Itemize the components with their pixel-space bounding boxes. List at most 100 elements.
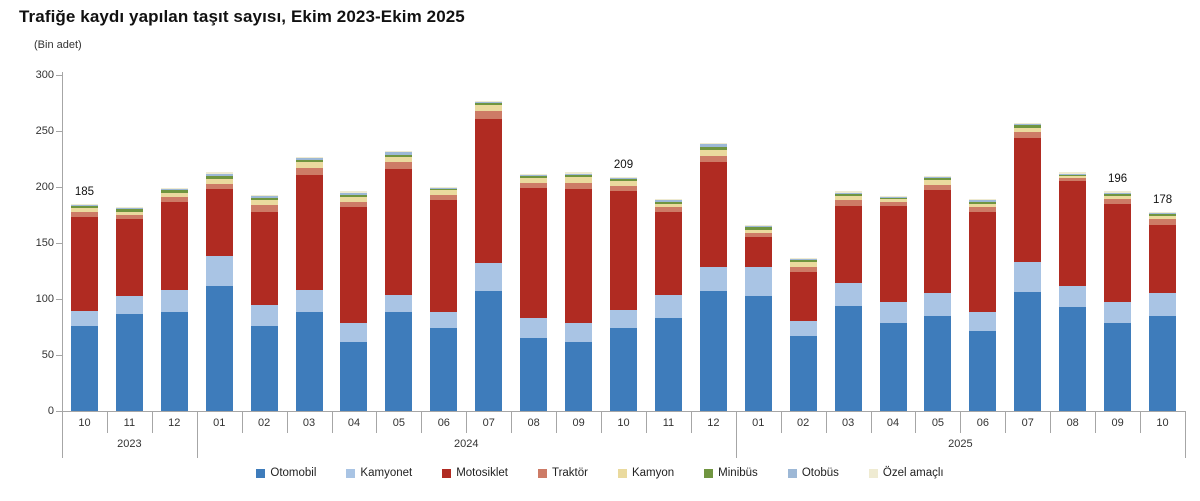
legend-label: Minibüs <box>718 467 758 479</box>
bar-segment <box>610 179 637 182</box>
y-axis-tick-mark <box>56 243 62 244</box>
bar-segment <box>250 198 278 201</box>
bar-segment <box>340 192 368 195</box>
bar-segment <box>520 175 548 179</box>
bar-segment <box>654 201 682 204</box>
y-axis-tick-label: 0 <box>47 405 54 417</box>
bar-segment <box>610 181 637 186</box>
legend-swatch <box>442 468 452 478</box>
bar-segment <box>205 179 233 184</box>
legend-label: Kamyon <box>631 467 675 479</box>
bar-segment <box>744 266 772 296</box>
bar-segment <box>1149 216 1177 220</box>
bar-segment <box>1014 124 1042 126</box>
bar-segment <box>654 318 682 411</box>
bar-segment <box>654 207 682 212</box>
bar-segment <box>1149 225 1177 294</box>
bar-segment <box>115 207 143 209</box>
bar-segment <box>879 322 907 411</box>
y-axis-tick-mark <box>56 411 62 412</box>
x-axis-month-label: 08 <box>1066 417 1079 429</box>
x-axis-month-label: 03 <box>302 417 316 429</box>
bar-segment <box>115 215 143 220</box>
month-separator <box>870 412 872 433</box>
legend-label: Motosiklet <box>456 467 508 479</box>
bar-segment <box>1104 203 1132 303</box>
bar-segment <box>475 103 503 106</box>
bar-segment <box>520 188 548 319</box>
bar-segment <box>340 197 368 202</box>
bar-segment <box>385 154 413 157</box>
x-axis-year-label: 2024 <box>454 438 479 450</box>
bar-segment <box>1014 137 1042 263</box>
bar-segment <box>250 194 278 196</box>
bar-segment <box>205 285 233 411</box>
bar-segment <box>654 200 682 202</box>
x-axis-month-label: 07 <box>1021 417 1034 429</box>
bar-segment <box>295 156 323 158</box>
bar-segment <box>475 101 503 103</box>
legend-swatch <box>868 468 878 478</box>
bar-total-label: 178 <box>1152 193 1173 206</box>
bar-segment <box>789 335 817 411</box>
bar-segment <box>430 188 458 190</box>
bar-segment <box>879 197 907 199</box>
bar-segment <box>565 176 593 183</box>
bar-segment <box>1014 292 1042 411</box>
month-separator <box>286 412 288 433</box>
bar-segment <box>385 312 413 411</box>
bar-segment <box>924 293 952 316</box>
bar-segment <box>295 312 323 411</box>
bar-segment <box>699 155 727 163</box>
bar-segment <box>1104 322 1132 411</box>
legend-item: Kamyonet <box>346 467 412 479</box>
bar-segment <box>879 199 907 202</box>
x-axis-month-label: 01 <box>213 417 226 429</box>
bar-segment <box>250 211 278 305</box>
x-axis-month-label: 10 <box>1156 417 1169 429</box>
bar-segment <box>969 331 997 411</box>
bar-segment <box>744 232 772 238</box>
bar-segment <box>654 199 682 201</box>
bar-segment <box>295 167 323 175</box>
bar-segment <box>744 237 772 267</box>
bar-segment <box>834 305 862 411</box>
bar-segment <box>475 291 503 411</box>
bar-segment <box>115 211 143 215</box>
y-axis-tick-label: 150 <box>35 237 54 249</box>
bar-segment <box>969 199 997 201</box>
y-axis-tick-label: 50 <box>41 349 54 361</box>
x-axis-month-label: 11 <box>662 417 675 429</box>
x-axis-year-label: 2023 <box>117 438 142 450</box>
legend-item: Otomobil <box>256 467 316 479</box>
x-axis-month-label: 09 <box>572 417 585 429</box>
bar-segment <box>295 174 323 291</box>
bar-segment <box>70 204 98 207</box>
bar-segment <box>744 229 772 233</box>
bar-segment <box>1014 262 1042 293</box>
bar-segment <box>205 256 233 286</box>
bar-segment <box>879 206 907 303</box>
bar-segment <box>250 204 278 212</box>
month-separator <box>1095 412 1097 433</box>
bar-segment <box>565 189 593 323</box>
y-axis-tick-mark <box>56 355 62 356</box>
bar-segment <box>789 257 817 259</box>
bar-segment <box>160 190 188 193</box>
bar-segment <box>1059 172 1087 174</box>
bar-segment <box>295 157 323 161</box>
legend-label: Kamyonet <box>360 467 413 479</box>
bar-segment <box>340 191 368 193</box>
month-separator <box>241 412 243 433</box>
legend-item: Özel amaçlı <box>868 467 944 479</box>
bar-segment <box>699 143 727 145</box>
bar-segment <box>969 207 997 212</box>
bar-segment <box>115 208 143 210</box>
bar-segment <box>385 294 413 313</box>
chart-legend: Otomobil Kamyonet Motosiklet Traktör Kamyon M… <box>0 467 1200 479</box>
month-separator <box>556 412 558 433</box>
month-separator <box>151 412 153 433</box>
y-axis-tick-label: 250 <box>35 125 54 137</box>
bar-segment <box>834 193 862 196</box>
bar-segment <box>1104 192 1132 194</box>
